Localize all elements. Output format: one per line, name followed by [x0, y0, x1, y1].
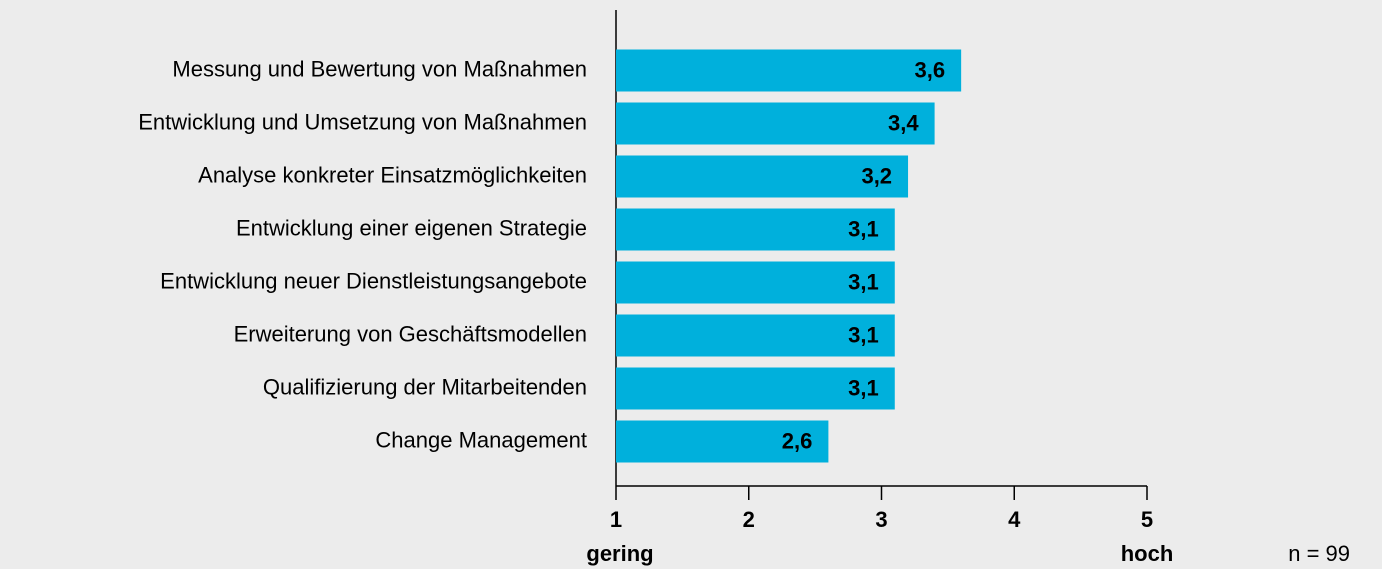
x-tick-label: 1 [610, 507, 622, 532]
scale-high-label: hoch [1121, 541, 1174, 566]
value-label: 3,6 [915, 57, 946, 82]
value-label: 3,1 [848, 269, 879, 294]
y-tick-label: Analyse konkreter Einsatzmöglichkeiten [198, 162, 587, 187]
value-label: 3,1 [848, 322, 879, 347]
y-tick-label: Qualifizierung der Mitarbeitenden [263, 374, 587, 399]
bar [616, 49, 962, 92]
scale-low-label: gering [586, 541, 653, 566]
y-tick-label: Entwicklung einer eigenen Strategie [236, 215, 587, 240]
x-tick-label: 3 [875, 507, 887, 532]
x-tick-label: 5 [1141, 507, 1153, 532]
x-tick-label: 4 [1008, 507, 1021, 532]
y-tick-label: Messung und Bewertung von Maßnahmen [172, 56, 587, 81]
value-label: 3,2 [861, 163, 892, 188]
y-tick-label: Change Management [375, 427, 587, 452]
bar [616, 102, 935, 145]
value-label: 3,4 [888, 110, 919, 135]
value-label: 2,6 [782, 428, 813, 453]
value-label: 3,1 [848, 375, 879, 400]
bar [616, 208, 895, 251]
bar [616, 420, 829, 463]
bar [616, 155, 909, 198]
value-label: 3,1 [848, 216, 879, 241]
y-tick-label: Entwicklung und Umsetzung von Maßnahmen [138, 109, 587, 134]
bar [616, 314, 895, 357]
bar [616, 261, 895, 304]
bar [616, 367, 895, 410]
x-tick-label: 2 [743, 507, 755, 532]
note: n = 99 [1288, 541, 1350, 566]
y-tick-label: Erweiterung von Geschäftsmodellen [234, 321, 587, 346]
y-tick-label: Entwicklung neuer Dienstleistungsangebot… [160, 268, 587, 293]
